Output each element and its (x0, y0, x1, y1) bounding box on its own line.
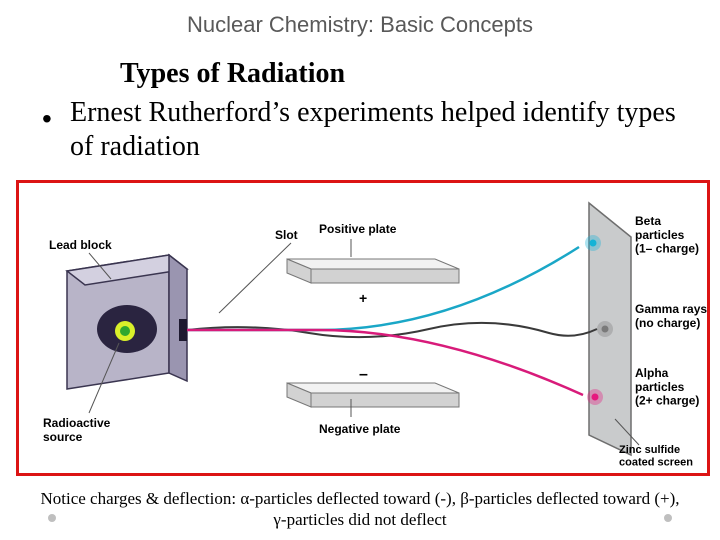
figure-frame: Lead block Slot Radioactivesource Positive … (16, 180, 710, 476)
bullet-text: Ernest Rutherford’s experiments helped i… (70, 96, 684, 163)
caption: Notice charges & deflection: α-particles… (0, 488, 720, 531)
svg-text:+: + (359, 290, 367, 306)
slide: { "header": "Nuclear Chemistry: Basic Co… (0, 0, 720, 540)
caption-line-1: Notice charges & deflection: α-particles… (40, 489, 679, 508)
svg-text:Gamma rays(no charge): Gamma rays(no charge) (635, 302, 707, 330)
page-header: Nuclear Chemistry: Basic Concepts (0, 12, 720, 38)
svg-text:Betaparticles(1– charge): Betaparticles(1– charge) (635, 214, 699, 256)
slide-pip-icon (48, 514, 56, 522)
slide-pip-icon (664, 514, 672, 522)
svg-text:–: – (359, 366, 368, 383)
svg-text:Slot: Slot (275, 228, 298, 242)
svg-text:Lead block: Lead block (49, 238, 112, 252)
svg-text:Alphaparticles(2+ charge): Alphaparticles(2+ charge) (635, 366, 699, 408)
svg-text:Negative plate: Negative plate (319, 422, 401, 436)
svg-text:Positive plate: Positive plate (319, 222, 397, 236)
section-title: Types of Radiation (120, 58, 345, 90)
rutherford-diagram: Lead block Slot Radioactivesource Positive … (19, 183, 707, 473)
caption-line-2: γ-particles did not deflect (273, 510, 446, 529)
bullet-dot: • (42, 102, 52, 136)
bullet-item: • Ernest Rutherford’s experiments helped… (44, 96, 684, 163)
svg-text:Zinc sulfidecoated screen: Zinc sulfidecoated screen (619, 444, 693, 469)
svg-text:Radioactivesource: Radioactivesource (43, 416, 111, 444)
